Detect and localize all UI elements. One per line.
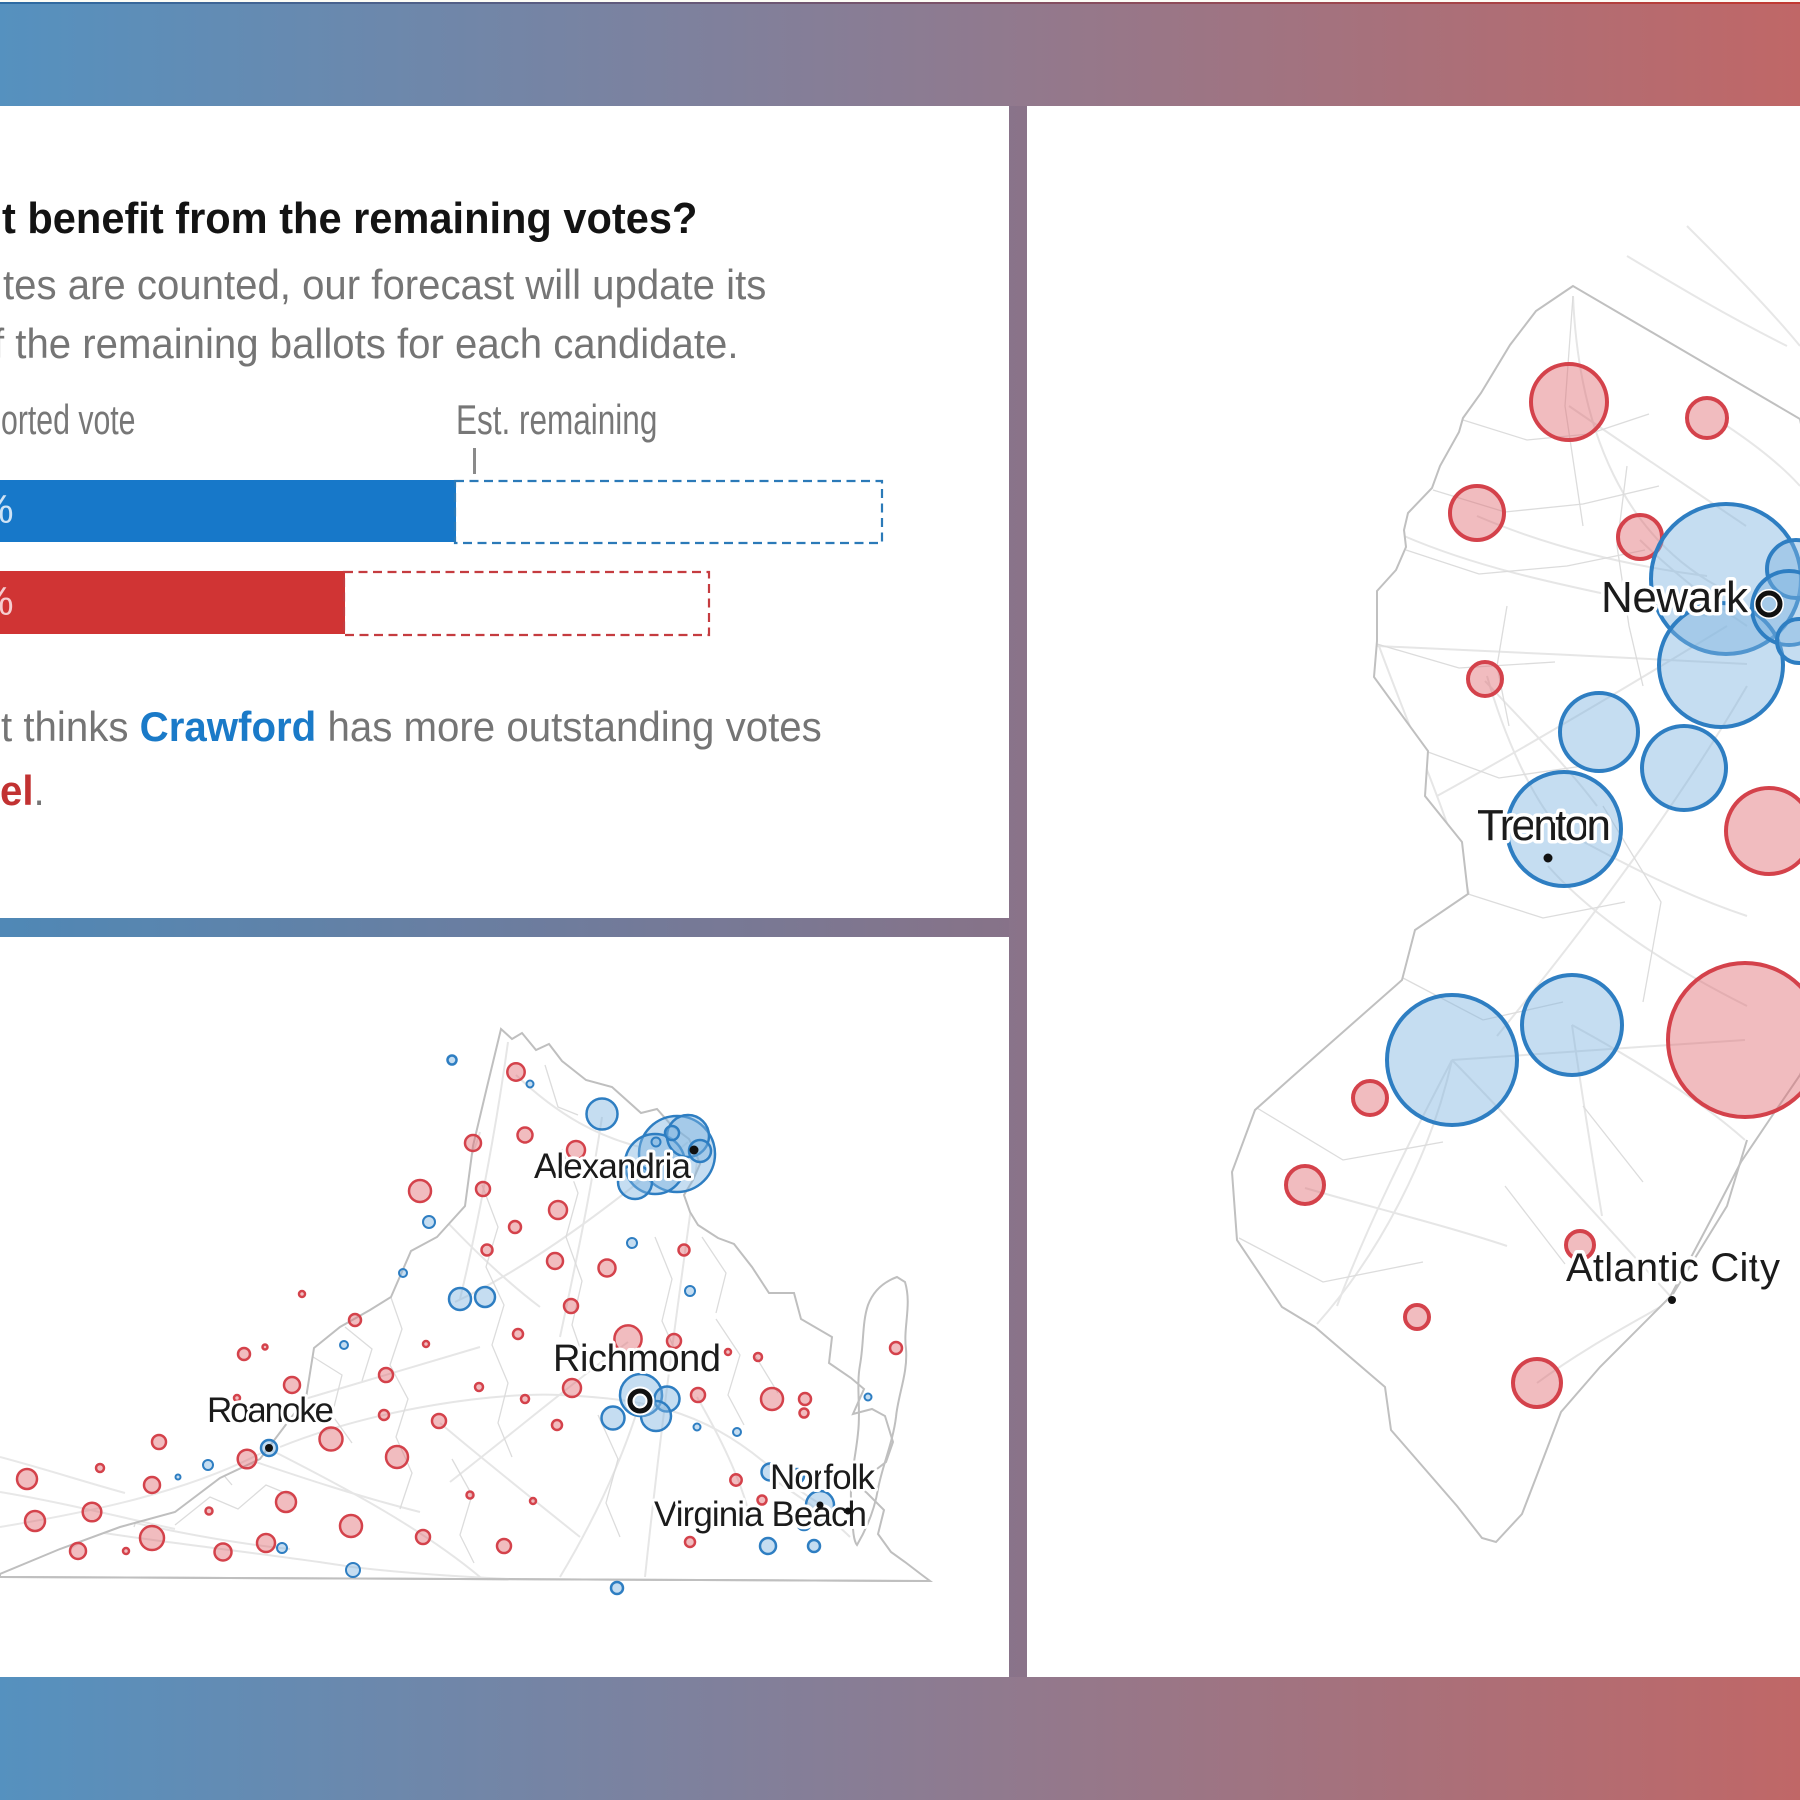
svg-text:Richmond: Richmond bbox=[553, 1338, 721, 1380]
svg-text:Trenton: Trenton bbox=[1477, 801, 1611, 850]
svg-text:Newark: Newark bbox=[1601, 573, 1749, 622]
svg-text:Norfolk: Norfolk bbox=[770, 1458, 876, 1497]
svg-text:Virginia Beach: Virginia Beach bbox=[654, 1495, 867, 1534]
svg-text:Alexandria: Alexandria bbox=[534, 1147, 692, 1186]
svg-text:Atlantic City: Atlantic City bbox=[1566, 1246, 1780, 1290]
svg-text:Roanoke: Roanoke bbox=[207, 1391, 334, 1430]
